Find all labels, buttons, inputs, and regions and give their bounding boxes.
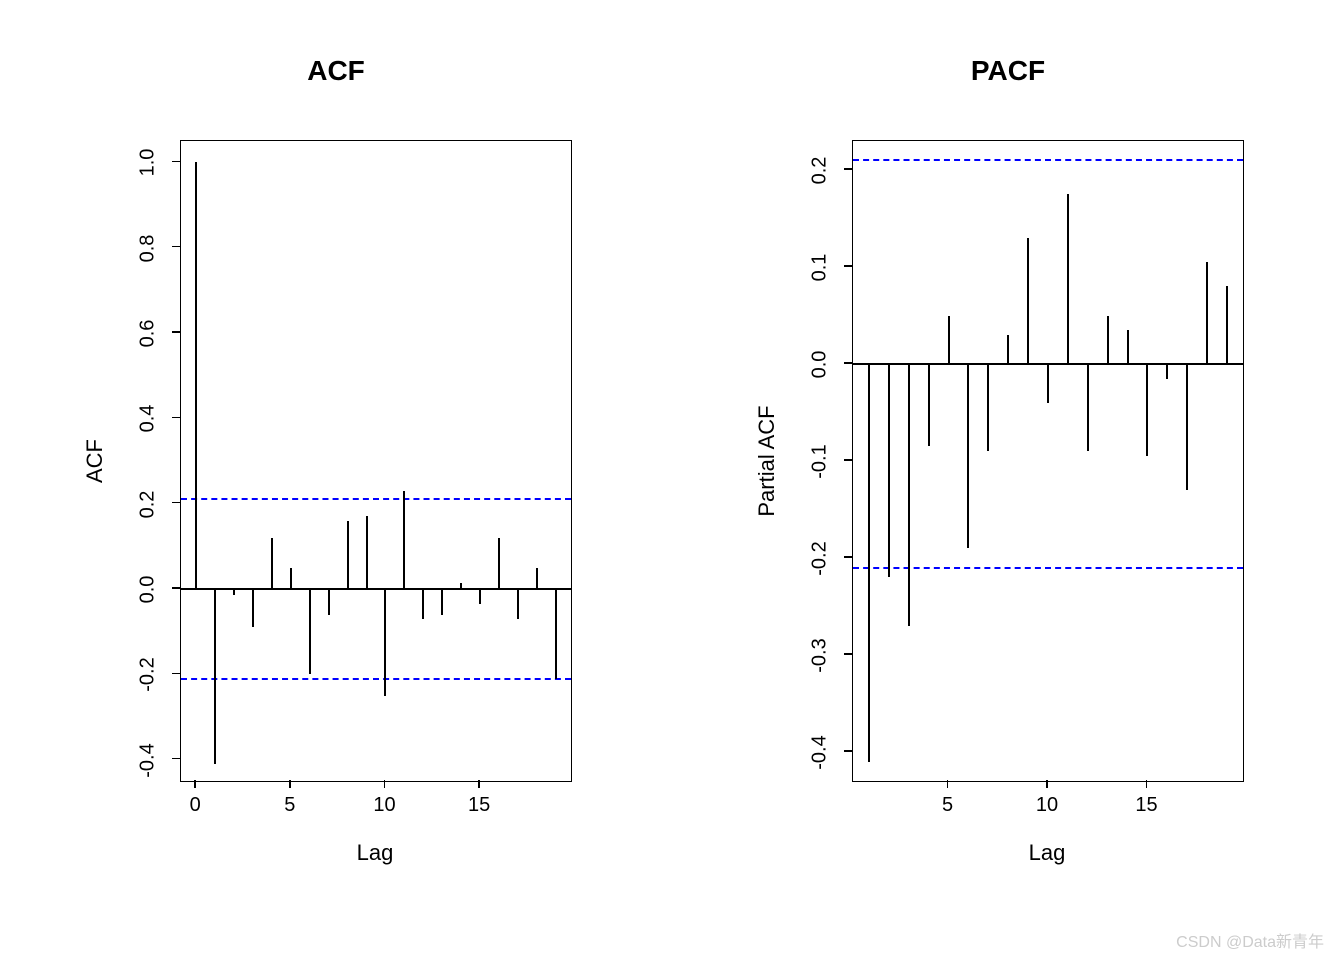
pacf-spike bbox=[1067, 194, 1069, 364]
pacf-xtick-label: 15 bbox=[1126, 794, 1166, 817]
pacf-spike bbox=[1166, 364, 1168, 379]
acf-ci-line-lower bbox=[181, 678, 571, 680]
acf-ytick-label: 0.8 bbox=[137, 228, 160, 268]
acf-ytick-label: 0.4 bbox=[137, 399, 160, 439]
acf-spike bbox=[555, 589, 557, 679]
pacf-xlabel: Lag bbox=[852, 840, 1242, 866]
pacf-ytick-label: -0.3 bbox=[809, 635, 832, 675]
acf-spike bbox=[479, 589, 481, 604]
pacf-xtick-mark bbox=[1146, 780, 1148, 788]
pacf-spike bbox=[1226, 286, 1228, 364]
acf-ytick-mark bbox=[172, 758, 180, 760]
pacf-ytick-label: -0.2 bbox=[809, 538, 832, 578]
acf-ytick-mark bbox=[172, 587, 180, 589]
pacf-spike bbox=[1186, 364, 1188, 490]
pacf-ytick-mark bbox=[844, 265, 852, 267]
acf-ytick-label: -0.2 bbox=[137, 655, 160, 695]
pacf-spike bbox=[888, 364, 890, 577]
acf-spike bbox=[214, 589, 216, 764]
acf-spike bbox=[517, 589, 519, 619]
acf-ytick-label: 0.0 bbox=[137, 570, 160, 610]
pacf-spike bbox=[1027, 238, 1029, 364]
acf-ytick-mark bbox=[172, 161, 180, 163]
acf-xtick-mark bbox=[194, 780, 196, 788]
pacf-xtick-mark bbox=[947, 780, 949, 788]
pacf-ci-line-lower bbox=[853, 567, 1243, 569]
acf-xtick-mark bbox=[289, 780, 291, 788]
pacf-xtick-label: 10 bbox=[1027, 794, 1067, 817]
pacf-ylabel: Partial ACF bbox=[754, 401, 780, 521]
acf-ytick-mark bbox=[172, 673, 180, 675]
pacf-spike bbox=[1007, 335, 1009, 364]
pacf-spike bbox=[1047, 364, 1049, 403]
acf-spike bbox=[384, 589, 386, 696]
pacf-ci-line-upper bbox=[853, 159, 1243, 161]
acf-plot-area bbox=[180, 140, 572, 782]
acf-xtick-label: 10 bbox=[364, 794, 404, 817]
pacf-ytick-label: 0.1 bbox=[809, 248, 832, 288]
acf-spike bbox=[498, 538, 500, 589]
acf-spike bbox=[309, 589, 311, 674]
acf-spike bbox=[460, 583, 462, 589]
pacf-plot-area bbox=[852, 140, 1244, 782]
pacf-ytick-mark bbox=[844, 362, 852, 364]
pacf-spike bbox=[1127, 330, 1129, 364]
acf-spike bbox=[403, 491, 405, 589]
acf-spike bbox=[252, 589, 254, 627]
acf-spike bbox=[366, 516, 368, 589]
acf-ytick-mark bbox=[172, 331, 180, 333]
acf-ytick-mark bbox=[172, 417, 180, 419]
pacf-spike bbox=[868, 364, 870, 762]
pacf-ytick-label: 0.2 bbox=[809, 151, 832, 191]
acf-ci-line-upper bbox=[181, 498, 571, 500]
pacf-title: PACF bbox=[672, 55, 1344, 87]
acf-spike bbox=[233, 589, 235, 595]
pacf-spike bbox=[908, 364, 910, 626]
acf-xtick-mark bbox=[384, 780, 386, 788]
pacf-spike bbox=[987, 364, 989, 451]
acf-spike bbox=[422, 589, 424, 619]
acf-spike bbox=[328, 589, 330, 615]
acf-xtick-label: 15 bbox=[459, 794, 499, 817]
pacf-spike bbox=[967, 364, 969, 548]
pacf-ytick-label: 0.0 bbox=[809, 345, 832, 385]
acf-xtick-label: 0 bbox=[175, 794, 215, 817]
acf-ytick-label: -0.4 bbox=[137, 740, 160, 780]
pacf-spike bbox=[1146, 364, 1148, 456]
pacf-spike bbox=[948, 316, 950, 364]
acf-zero-line bbox=[181, 588, 571, 590]
pacf-panel: PACF -0.4 -0.3 -0.2 -0.1 0.0 0.1 0.2 5 10 15 Parti… bbox=[672, 0, 1344, 960]
pacf-ytick-mark bbox=[844, 653, 852, 655]
pacf-spike bbox=[1206, 262, 1208, 364]
pacf-ytick-label: -0.4 bbox=[809, 732, 832, 772]
acf-panel: ACF -0.4 -0.2 0.0 0.2 0.4 0.6 0.8 1.0 0 5 10 15 ACF L… bbox=[0, 0, 672, 960]
pacf-spike bbox=[1087, 364, 1089, 451]
acf-xlabel: Lag bbox=[180, 840, 570, 866]
acf-ytick-mark bbox=[172, 246, 180, 248]
pacf-ytick-mark bbox=[844, 168, 852, 170]
acf-xtick-label: 5 bbox=[270, 794, 310, 817]
pacf-xtick-label: 5 bbox=[928, 794, 968, 817]
pacf-ytick-mark bbox=[844, 556, 852, 558]
pacf-spike bbox=[1107, 316, 1109, 364]
acf-ytick-label: 1.0 bbox=[137, 143, 160, 183]
acf-spike bbox=[290, 568, 292, 589]
pacf-ytick-mark bbox=[844, 750, 852, 752]
acf-ytick-label: 0.6 bbox=[137, 314, 160, 354]
watermark-text: CSDN @Data新青年 bbox=[1176, 928, 1324, 952]
acf-spike bbox=[347, 521, 349, 589]
pacf-xtick-mark bbox=[1046, 780, 1048, 788]
acf-ytick-label: 0.2 bbox=[137, 484, 160, 524]
acf-xtick-mark bbox=[478, 780, 480, 788]
acf-spike bbox=[271, 538, 273, 589]
pacf-ytick-label: -0.1 bbox=[809, 442, 832, 482]
acf-spike bbox=[536, 568, 538, 589]
acf-ytick-mark bbox=[172, 502, 180, 504]
acf-spike bbox=[195, 162, 197, 589]
acf-spike bbox=[441, 589, 443, 615]
pacf-ytick-mark bbox=[844, 459, 852, 461]
acf-title: ACF bbox=[0, 55, 672, 87]
acf-ylabel: ACF bbox=[82, 401, 108, 521]
pacf-spike bbox=[928, 364, 930, 446]
